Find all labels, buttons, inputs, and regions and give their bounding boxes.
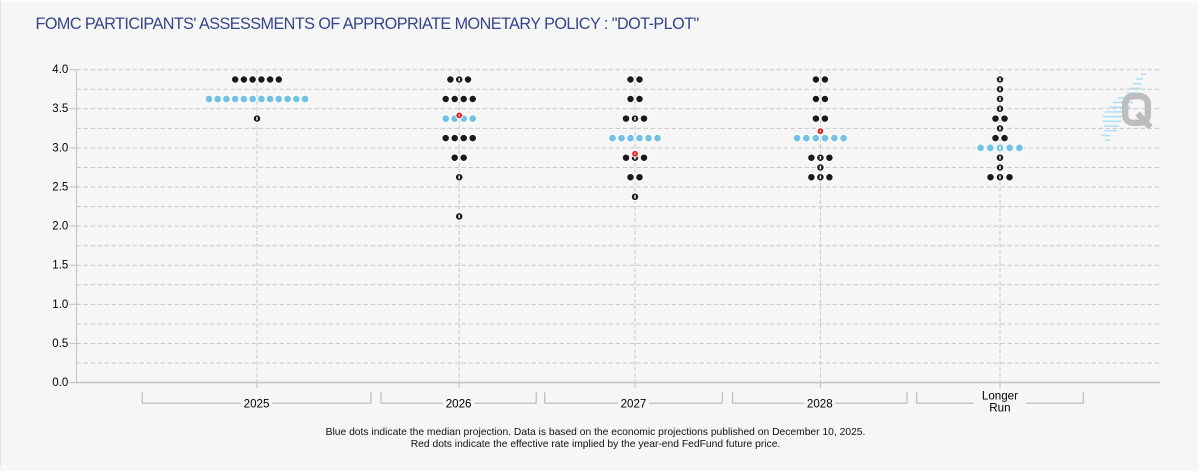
svg-text:2.0: 2.0 bbox=[52, 221, 68, 233]
svg-text:2027: 2027 bbox=[621, 397, 647, 410]
svg-text:2028: 2028 bbox=[807, 397, 833, 410]
svg-text:0.5: 0.5 bbox=[52, 338, 68, 350]
svg-text:0.0: 0.0 bbox=[52, 377, 68, 389]
svg-text:Run: Run bbox=[989, 402, 1010, 415]
svg-text:3.5: 3.5 bbox=[52, 103, 68, 115]
svg-text:3.0: 3.0 bbox=[52, 142, 68, 154]
svg-text:Red dots indicate the effectiv: Red dots indicate the effective rate imp… bbox=[411, 439, 781, 450]
svg-text:1.5: 1.5 bbox=[52, 260, 68, 272]
svg-text:2026: 2026 bbox=[446, 397, 472, 410]
svg-text:4.0: 4.0 bbox=[52, 64, 68, 76]
svg-text:Longer: Longer bbox=[982, 390, 1018, 403]
svg-text:2025: 2025 bbox=[244, 397, 270, 410]
svg-text:Blue dots indicate the median: Blue dots indicate the median projection… bbox=[326, 427, 866, 438]
svg-text:1.0: 1.0 bbox=[52, 299, 68, 311]
svg-text:2.5: 2.5 bbox=[52, 181, 68, 193]
svg-text:FOMC PARTICIPANTS' ASSESSMENTS: FOMC PARTICIPANTS' ASSESSMENTS OF APPROP… bbox=[36, 15, 700, 33]
